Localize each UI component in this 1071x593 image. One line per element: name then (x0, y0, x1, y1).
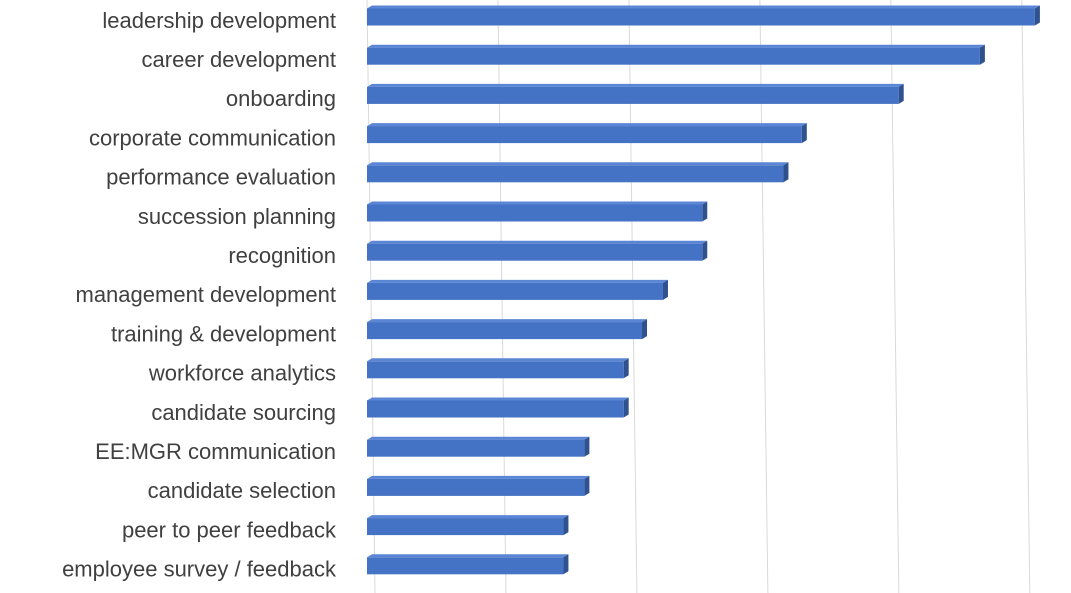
bar (367, 518, 564, 536)
bar-side (801, 123, 807, 144)
grid-line (1021, 0, 1031, 593)
bar (367, 557, 564, 575)
y-tick-label: candidate sourcing (151, 400, 336, 425)
bar-side (979, 44, 985, 65)
bar-side (898, 83, 904, 104)
bar-top (367, 240, 708, 244)
bar (367, 47, 980, 65)
bar-top (367, 201, 708, 205)
bar-side (702, 240, 708, 261)
bar-side (563, 554, 569, 575)
bar-top (367, 5, 1040, 9)
bar-side (563, 515, 569, 536)
bar (367, 478, 585, 496)
y-tick-label: training & development (111, 321, 336, 346)
bar-side (642, 319, 648, 340)
y-tick-label: employee survey / feedback (62, 557, 337, 582)
y-tick-label: management development (76, 282, 337, 307)
y-tick-label: career development (142, 47, 336, 72)
y-tick-label: recognition (228, 243, 336, 268)
bar (367, 8, 1035, 26)
bar-top (367, 83, 904, 87)
y-tick-label: workforce analytics (148, 361, 336, 386)
bar (367, 400, 624, 418)
bar-side (623, 358, 629, 379)
bar-top (367, 515, 569, 519)
bar-top (367, 554, 569, 558)
bar-top (367, 358, 629, 362)
bar (367, 86, 899, 104)
bar (367, 361, 624, 379)
bar (367, 126, 802, 144)
bar (367, 322, 643, 340)
y-tick-label: onboarding (226, 86, 336, 111)
bar-side (702, 201, 708, 222)
y-tick-label: EE:MGR communication (95, 439, 336, 464)
bar-side (783, 162, 789, 183)
bar-side (584, 436, 590, 457)
bar-top (367, 436, 590, 440)
bar (367, 282, 663, 300)
bar-side (662, 279, 668, 300)
y-tick-label: candidate selection (148, 478, 336, 503)
y-tick-label: succession planning (138, 204, 336, 229)
bar (367, 204, 703, 222)
y-tick-label: corporate communication (89, 125, 336, 150)
bar (367, 243, 703, 261)
y-tick-label: performance evaluation (106, 165, 336, 190)
bar-side (623, 397, 629, 418)
bar-top (367, 279, 668, 283)
bar-top (367, 162, 789, 166)
bar-top (367, 319, 648, 323)
bar-top (367, 44, 985, 48)
bar-top (367, 475, 590, 479)
bar-top (367, 123, 807, 127)
bar (367, 439, 585, 457)
y-tick-label: leadership development (102, 8, 336, 33)
bar-top (367, 397, 629, 401)
bar-side (584, 475, 590, 496)
bar (367, 165, 784, 183)
bar-side (1034, 5, 1040, 26)
y-tick-label: peer to peer feedback (122, 517, 337, 542)
